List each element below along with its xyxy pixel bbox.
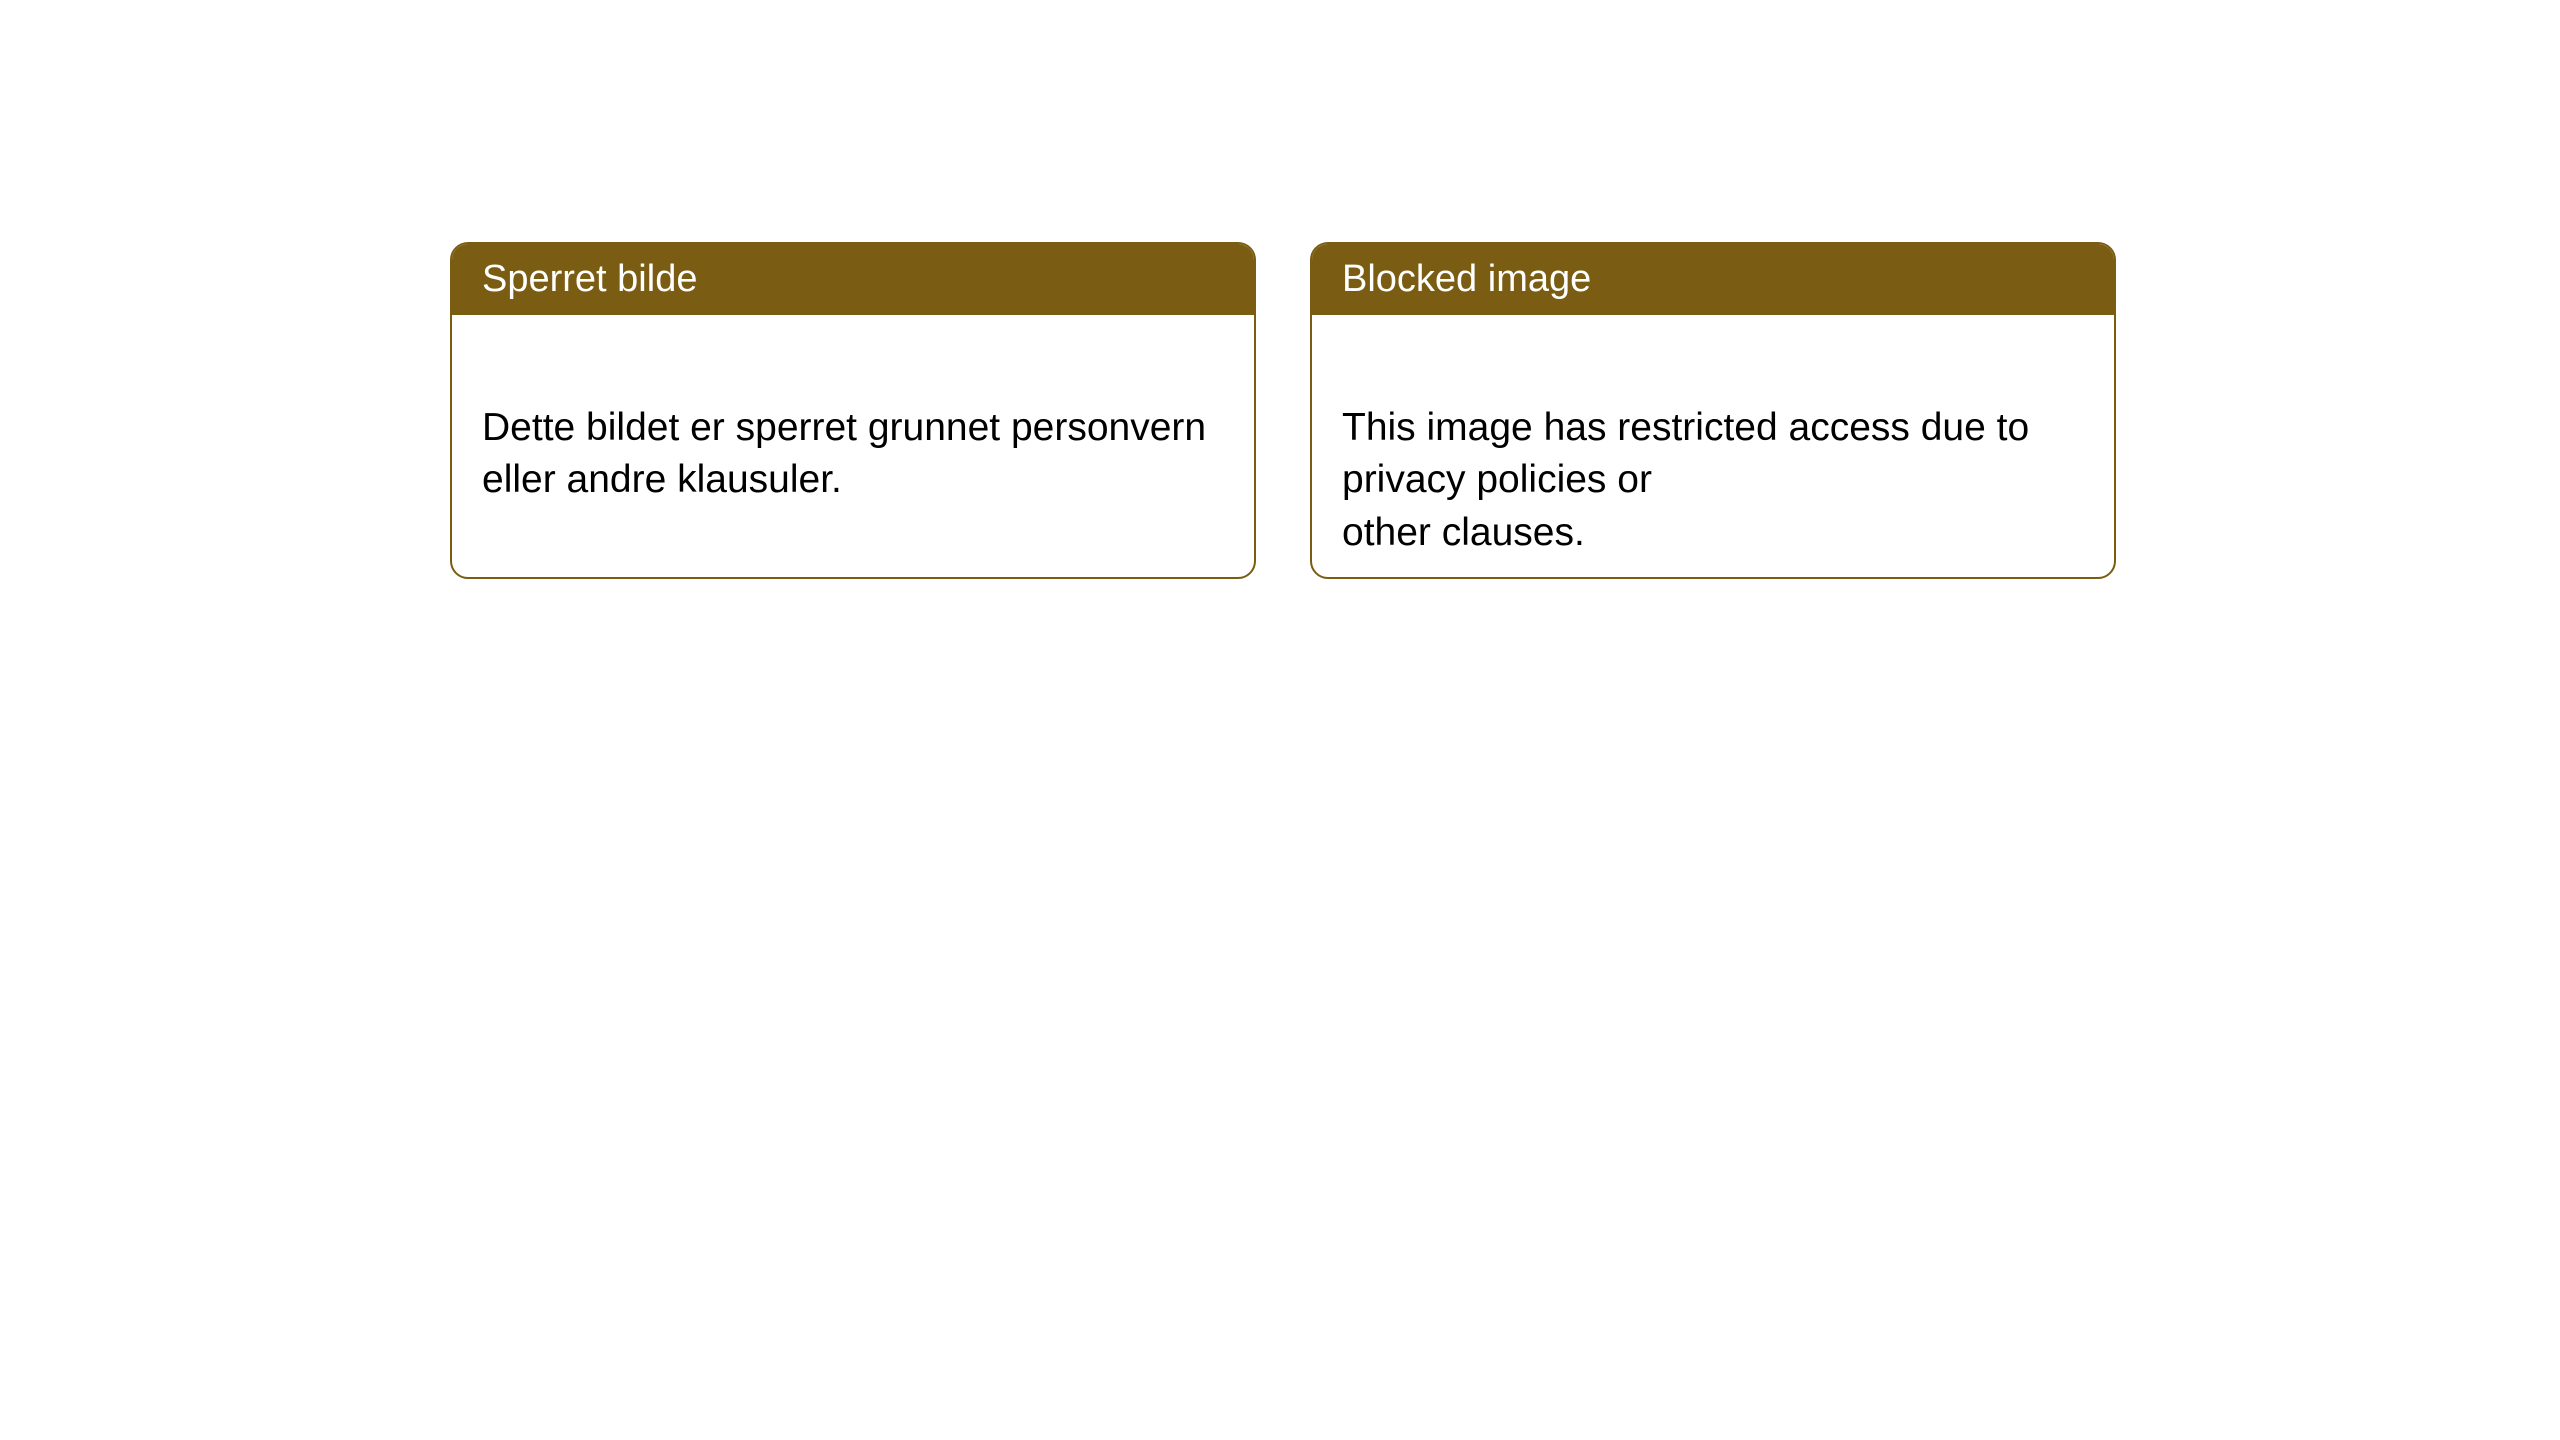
card-header: Blocked image bbox=[1312, 244, 2114, 315]
card-title: Blocked image bbox=[1342, 258, 1591, 300]
card-title: Sperret bilde bbox=[482, 258, 697, 300]
blocked-image-card-norwegian: Sperret bilde Dette bildet er sperret gr… bbox=[450, 242, 1256, 579]
card-body: This image has restricted access due to … bbox=[1312, 315, 2114, 579]
card-body: Dette bildet er sperret grunnet personve… bbox=[452, 315, 1254, 541]
card-body-text: This image has restricted access due to … bbox=[1342, 406, 2029, 554]
blocked-image-card-english: Blocked image This image has restricted … bbox=[1310, 242, 2116, 579]
notice-container: Sperret bilde Dette bildet er sperret gr… bbox=[0, 0, 2560, 579]
card-body-text: Dette bildet er sperret grunnet personve… bbox=[482, 406, 1206, 502]
card-header: Sperret bilde bbox=[452, 244, 1254, 315]
